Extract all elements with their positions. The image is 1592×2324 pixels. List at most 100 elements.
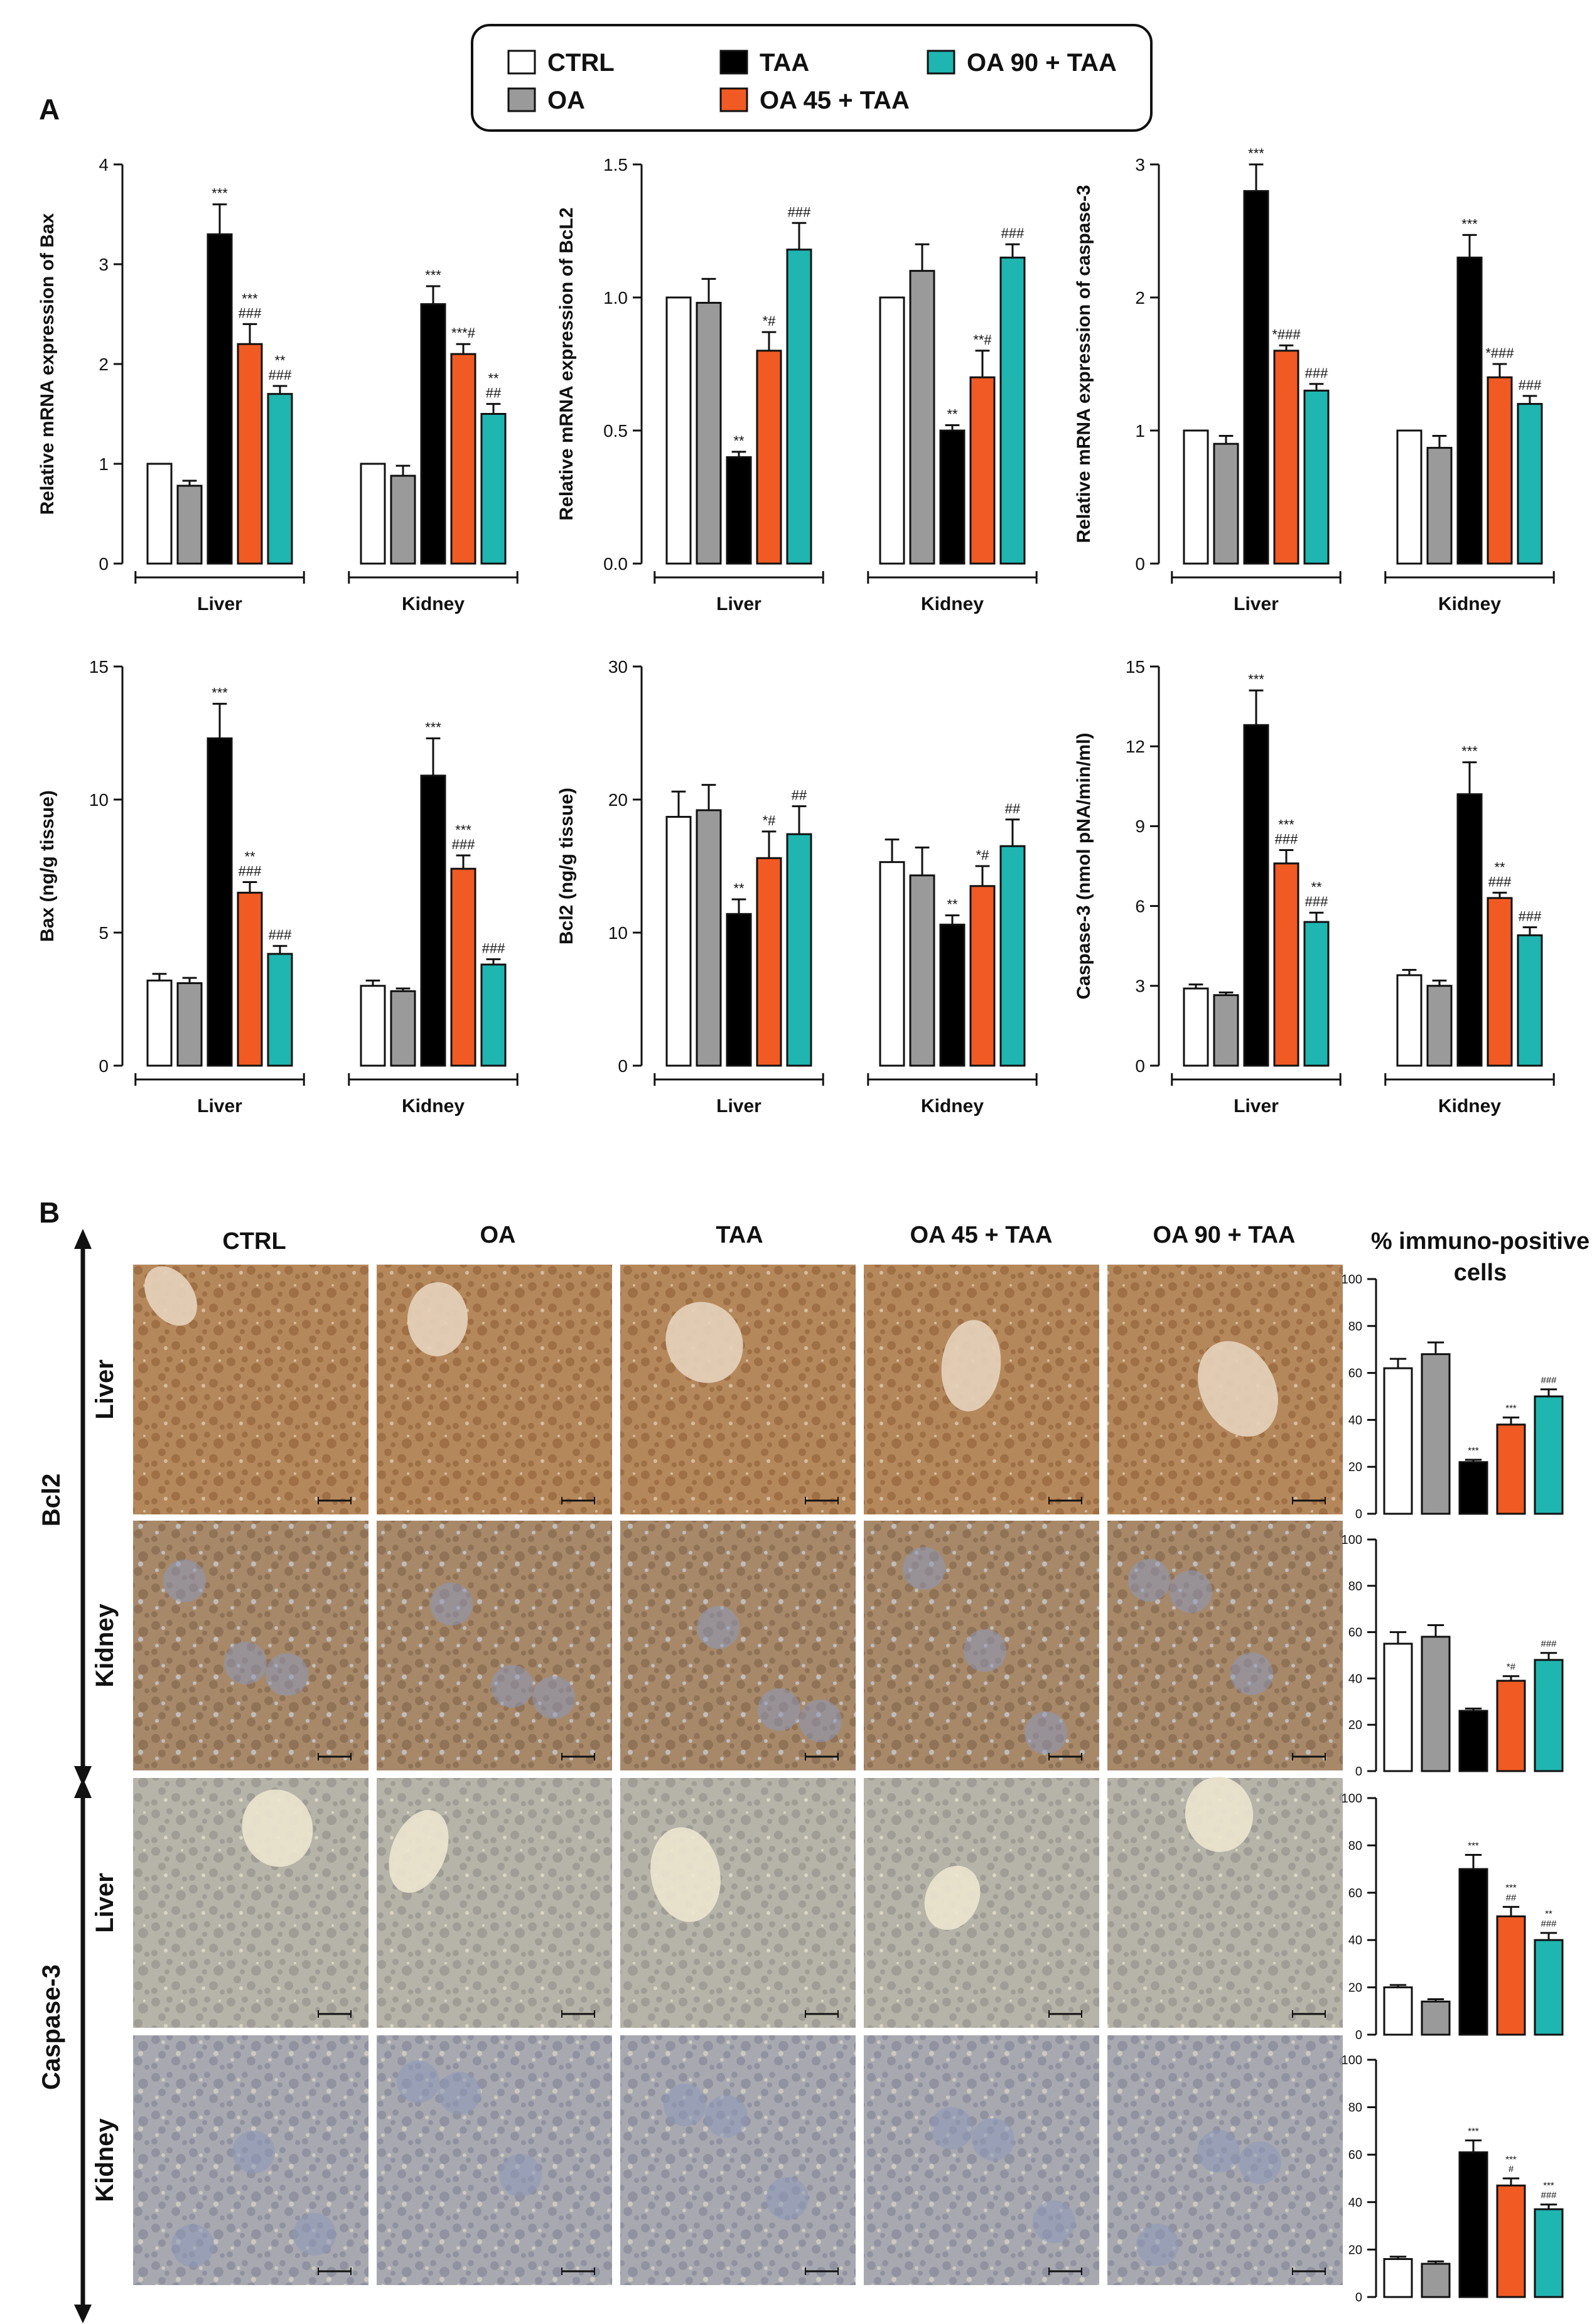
glomerulus [438,2072,481,2114]
significance-label: ** [1311,879,1322,895]
micrograph-taa [620,2035,856,2285]
y-tick-label: 80 [1348,1580,1362,1593]
bar-taa [1458,1461,1488,1515]
glomerulus [1025,1711,1067,1754]
significance-label: ### [1488,874,1512,889]
y-tick-label: 0.0 [603,554,628,574]
y-tick-label: 30 [608,657,628,677]
category-label-liver: Liver [1234,1096,1279,1116]
bar-oa-liver [176,982,203,1067]
y-tick-label: 3 [1135,977,1145,996]
tissue-label-liver: Liver [91,1873,119,1933]
y-tick-label: 40 [1348,1672,1362,1686]
vessel-lumen [407,1282,468,1356]
significance-label: # [1509,2164,1514,2175]
bar-oa-45-taa-liver [1273,350,1299,565]
bar-oa-kidney [390,990,416,1067]
significance-label: ### [1541,1919,1557,1929]
y-tick-label: 80 [1348,1320,1362,1334]
micrograph-taa [620,1778,856,2028]
vessel-lumen [650,1827,721,1922]
bar-oa [1421,1353,1451,1515]
glomerulus [293,2213,336,2256]
ihc-header-oa45: OA 45 + TAA [910,1222,1053,1248]
bar-ctrl-liver [665,816,692,1067]
bar-oa-liver [696,301,722,565]
vessel-lumen [144,1266,197,1326]
bar-oa-45-taa-liver [756,857,782,1067]
bar-taa-liver [1243,724,1269,1067]
significance-label: *### [1485,345,1514,361]
bar-taa [1458,1710,1488,1772]
bar-oa-90-taa-kidney [1517,934,1543,1067]
vessel-lumen [665,1302,743,1383]
legend-swatch-oa-45-taa [719,87,748,112]
y-tick-label: 40 [1348,2196,1362,2210]
glomerulus [972,2118,1014,2161]
chart-bcl2-mrna: 0.0 0.5 1.0 1.5 Relative mRNA expression of … [556,155,1038,614]
ihc-header-percent-2: cells [1454,1260,1507,1286]
significance-label: ## [1005,801,1021,817]
y-tick-label: 80 [1348,2101,1362,2115]
significance-label: *** [1505,1883,1517,1893]
significance-label: *# [763,313,777,329]
legend-label-ctrl: CTRL [547,49,615,77]
significance-label: ## [1506,1892,1517,1903]
ihc-header-taa: TAA [716,1222,763,1248]
significance-label: *** [1543,2180,1554,2191]
bar-oa-90-taa-kidney [999,845,1026,1067]
bar-taa-kidney [420,774,446,1067]
bar-oa [1421,2000,1451,2036]
significance-label: ***# [451,325,476,341]
y-axis-title: Bcl2 (ng/g tissue) [556,788,577,945]
y-tick-label: 1.5 [603,155,628,174]
y-tick-label: 20 [1348,1718,1362,1732]
significance-label: ### [269,927,292,943]
bar-taa-liver [726,456,752,565]
glomerulus [930,2107,973,2150]
glomerulus [266,1653,308,1696]
bar-taa [1458,2151,1488,2298]
bar-oa-90-taa [1534,2208,1564,2298]
bar-oa-90-taa-liver [267,393,293,565]
significance-label: ** [244,849,255,864]
y-tick-label: 20 [1348,2243,1362,2257]
y-tick-label: 0 [1355,2028,1362,2042]
glomerulus [532,1676,575,1719]
category-label-kidney: Kidney [402,1096,465,1116]
bar-ctrl-kidney [360,463,386,565]
chart-caspase3-mrna: 0 1 2 3 Relative mRNA expression of caspase-… [1073,146,1555,614]
bar-oa-90-taa-liver [1303,921,1330,1067]
glomerulus [964,1629,1006,1672]
y-tick-label: 40 [1348,1413,1362,1427]
marker-caspase3-arrow-up-icon [74,1778,92,1798]
glomerulus [397,2060,439,2103]
micrograph-taa [620,1265,856,1514]
legend: CTRL TAA OA 90 + TAA OA OA 45 + TAA [471,24,1153,132]
glomerulus [758,1688,800,1731]
bar-taa-kidney [939,923,965,1067]
bar-oa-90-taa-liver [267,953,293,1067]
bar-oa-liver [1213,442,1239,565]
bar-oa-45-taa-liver [756,350,782,565]
bar-ctrl-kidney [879,861,905,1067]
bar-oa-kidney [390,474,416,565]
bar-oa-45-taa [1496,1423,1526,1515]
significance-label: ### [1541,1375,1557,1386]
ihc-micrograph-grid: Liver Kidney Liver Kidney [91,1265,1343,2285]
category-label-liver: Liver [716,594,761,614]
category-label-liver: Liver [197,1096,242,1116]
micrograph-oa [377,1778,612,2028]
y-tick-label: 20 [1348,1460,1362,1474]
glomerulus [1239,2141,1281,2184]
significance-label: *** [212,685,228,700]
legend-swatch-ctrl [507,50,536,75]
y-tick-label: 9 [1135,817,1145,836]
bar-ctrl-liver [146,463,173,565]
y-axis-title: Caspase-3 (nmol pNA/min/ml) [1073,732,1094,999]
micrograph-oa-90-taa [1107,1521,1343,1770]
significance-label: ## [792,788,807,803]
significance-label: *** [1468,1840,1479,1851]
tissue-label-kidney: Kidney [91,2118,119,2202]
